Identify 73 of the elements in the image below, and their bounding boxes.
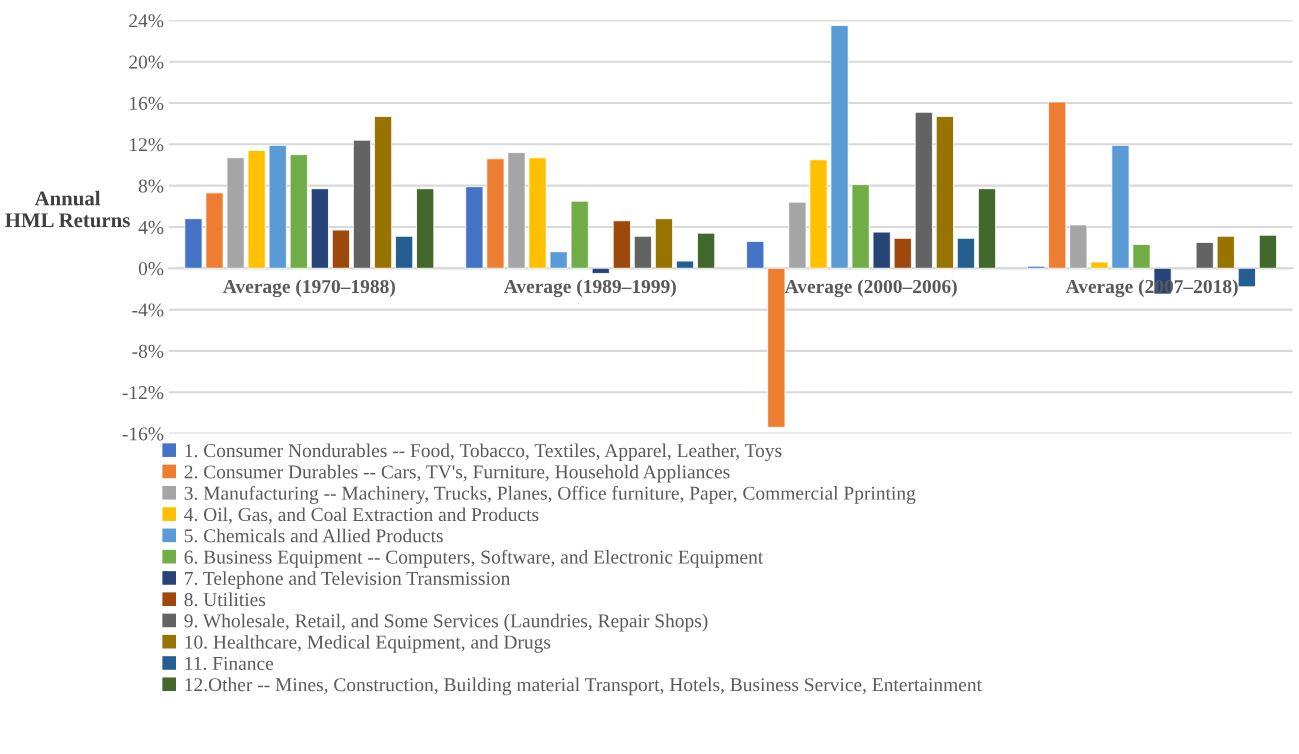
bar [830, 25, 849, 269]
bar [352, 139, 372, 269]
y-tick-label: 0% [138, 262, 164, 276]
legend-label: 3. Manufacturing -- Machinery, Trucks, Planes, Office furniture, Paper, Commercial Pprinting [184, 485, 916, 504]
y-axis-title: Annual HML Returns [5, 190, 130, 228]
y-tick-label: -4% [132, 303, 164, 317]
bar [205, 192, 224, 269]
bar [851, 184, 870, 269]
bar [1237, 267, 1256, 288]
bar [184, 218, 203, 269]
bar [1090, 261, 1109, 269]
bar [247, 150, 266, 269]
bar [977, 188, 997, 269]
bar [809, 159, 828, 269]
x-tick-label: Average (2000–2006) [784, 279, 957, 298]
legend-label: 5. Chemicals and Allied Products [184, 528, 443, 543]
bar [788, 201, 807, 269]
legend-label: 8. Utilities [184, 592, 266, 607]
legend-label: 12.Other -- Mines, Construction, Building material Transport, Hotels, Business Service, Entertainment [185, 677, 982, 696]
legend-label: 4. Oil, Gas, and Coal Extraction and Products [184, 507, 539, 524]
bar [1111, 144, 1130, 269]
y-tick-label: 16% [130, 96, 164, 110]
y-tick-label: 12% [130, 138, 164, 152]
bar [570, 200, 589, 269]
bar [591, 267, 610, 274]
legend-label: 6. Business Equipment -- Computers, Software, and Electronic Equipment [184, 549, 764, 568]
bar [1216, 235, 1235, 269]
bar [395, 235, 414, 269]
bar [416, 188, 435, 269]
legend-label: 11. Finance [185, 656, 274, 671]
bar [226, 157, 245, 269]
bar [654, 218, 674, 269]
bar [612, 220, 631, 269]
bar [1027, 265, 1046, 269]
bar [1258, 234, 1277, 269]
bar [486, 158, 505, 269]
legend-label: 1. Consumer Nondurables -- Food, Tobacco, Textiles, Apparel, Leather, Toys [185, 443, 782, 462]
bar [507, 152, 526, 269]
legend-label: 2. Consumer Durables -- Cars, TV's, Furniture, Household Appliances [184, 464, 730, 483]
x-tick-label: Average (1989–1999) [503, 279, 676, 298]
bar [1195, 242, 1214, 269]
bar [914, 111, 933, 269]
bar [289, 154, 308, 269]
y-tick-label: -8% [132, 344, 164, 358]
bar [1069, 224, 1088, 269]
legend-label: 7. Telephone and Television Transmission [185, 571, 511, 589]
y-tick-label: -16% [122, 427, 164, 441]
bar [675, 260, 695, 269]
bar [1048, 101, 1067, 269]
bar [935, 116, 954, 269]
legend-label: 9. Wholesale, Retail, and Some Services (Laundries, Repair Shops) [184, 613, 708, 632]
y-tick-label: -12% [122, 386, 164, 400]
bar [374, 116, 393, 269]
bar [956, 237, 976, 269]
bar [549, 251, 568, 269]
y-tick-label: 4% [138, 220, 164, 234]
y-tick-label: 20% [129, 55, 164, 69]
bar [268, 144, 287, 269]
bar [1132, 244, 1151, 269]
bar [528, 157, 547, 269]
bar [310, 188, 329, 269]
bar [697, 232, 716, 269]
bar [767, 267, 786, 428]
y-tick-label: 8% [138, 179, 164, 193]
bar [331, 229, 350, 269]
x-tick-label: Average (1970–1988) [223, 279, 395, 298]
bar [465, 186, 484, 269]
legend-label: 10. Healthcare, Medical Equipment, and Drugs [185, 635, 551, 653]
bar [633, 235, 652, 269]
bar [746, 241, 765, 269]
y-tick-label: 24% [129, 14, 164, 28]
bar [872, 231, 891, 269]
bar [893, 237, 912, 269]
